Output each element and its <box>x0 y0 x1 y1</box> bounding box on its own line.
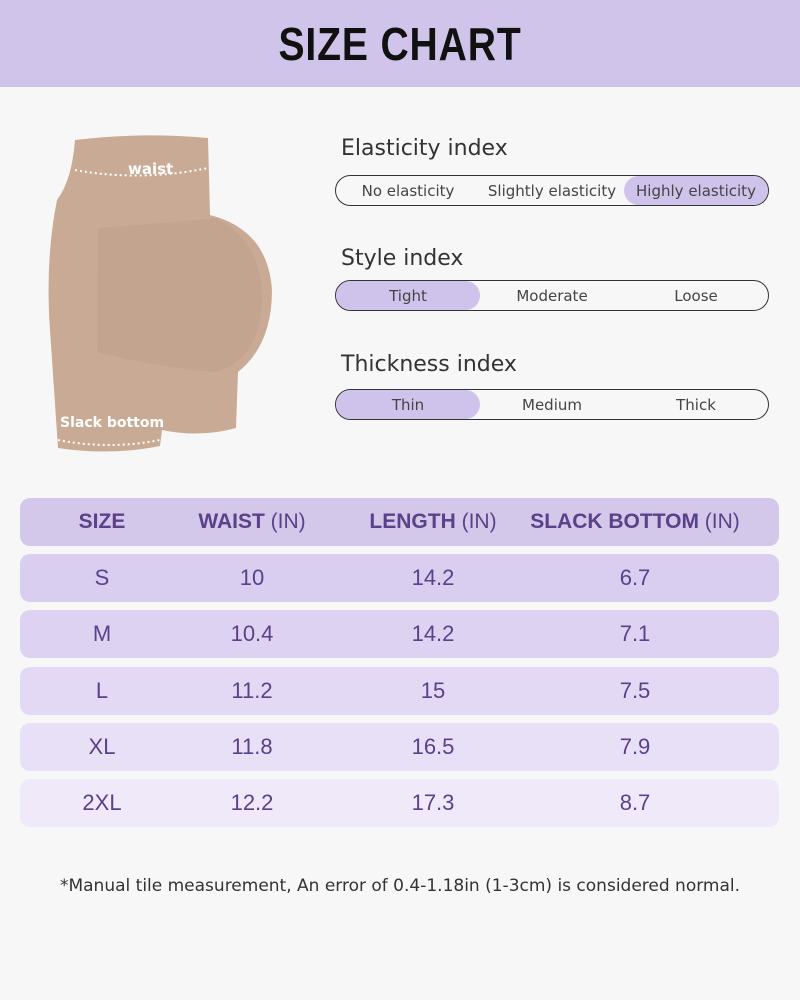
table-cell: 10 <box>239 565 265 590</box>
page-title: SIZE CHART <box>278 17 522 70</box>
table-cell: 6.7 <box>619 565 651 590</box>
column-header: SIZE <box>78 510 126 533</box>
table-cell: M <box>92 621 112 646</box>
table-cell: 7.9 <box>619 734 651 759</box>
column-header: SLACK BOTTOM (IN) <box>530 510 740 533</box>
table-cell: S <box>94 565 110 590</box>
column-header: WAIST (IN) <box>198 510 306 533</box>
table-cell: 11.2 <box>231 678 273 703</box>
table-cell: 17.3 <box>411 790 455 815</box>
index-title: Elasticity index <box>341 136 508 161</box>
index-option-selected: Thin <box>336 390 480 419</box>
header-banner: SIZE CHART <box>0 0 800 87</box>
table-cell: 12.2 <box>230 790 274 815</box>
table-cell: 7.1 <box>619 621 651 646</box>
table-cell: 2XL <box>82 790 122 815</box>
table-row: S 10 14.2 6.7 <box>20 554 779 602</box>
index-option: Medium <box>522 395 582 414</box>
product-image <box>48 135 272 452</box>
waist-measure-line <box>74 167 209 177</box>
table-header: SIZE WAIST (IN) LENGTH (IN) SLACK BOTTOM (I… <box>20 498 779 546</box>
index-title: Thickness index <box>341 352 517 377</box>
table-cell: 14.2 <box>411 565 455 590</box>
table-cell: 15 <box>420 678 446 703</box>
table-row: L 11.2 15 7.5 <box>20 667 779 715</box>
index-option: Loose <box>674 286 718 305</box>
column-header: LENGTH (IN) <box>369 510 497 533</box>
index-scale: Thin Medium Thick <box>335 389 769 420</box>
table-cell: L <box>95 678 109 703</box>
table-cell: 11.8 <box>231 734 273 759</box>
slack-bottom-label: Slack bottom <box>60 415 165 431</box>
butt-panel <box>97 218 262 372</box>
table-cell: 7.5 <box>619 678 651 703</box>
table-cell: 16.5 <box>411 734 455 759</box>
index-option: Thick <box>676 395 716 414</box>
index-title: Style index <box>341 246 464 271</box>
index-option-selected: Tight <box>336 281 480 310</box>
index-option: Moderate <box>516 286 588 305</box>
table-cell: 10.4 <box>230 621 274 646</box>
index-option: No elasticity <box>361 181 455 200</box>
table-cell: XL <box>88 734 116 759</box>
index-option: Slightly elasticity <box>487 181 617 200</box>
table-row: XL 11.8 16.5 7.9 <box>20 723 779 771</box>
index-option-selected: Highly elasticity <box>624 176 768 205</box>
index-scale: No elasticity Slightly elasticity Highly e… <box>335 175 769 206</box>
table-cell: 8.7 <box>619 790 651 815</box>
waist-label: waist <box>128 160 174 178</box>
table-row: 2XL 12.2 17.3 8.7 <box>20 779 779 827</box>
table-row: M 10.4 14.2 7.1 <box>20 610 779 658</box>
bottom-measure-line <box>57 439 161 446</box>
measurement-note: *Manual tile measurement, An error of 0.… <box>59 876 741 896</box>
index-scale: Tight Moderate Loose <box>335 280 769 311</box>
table-cell: 14.2 <box>411 621 455 646</box>
